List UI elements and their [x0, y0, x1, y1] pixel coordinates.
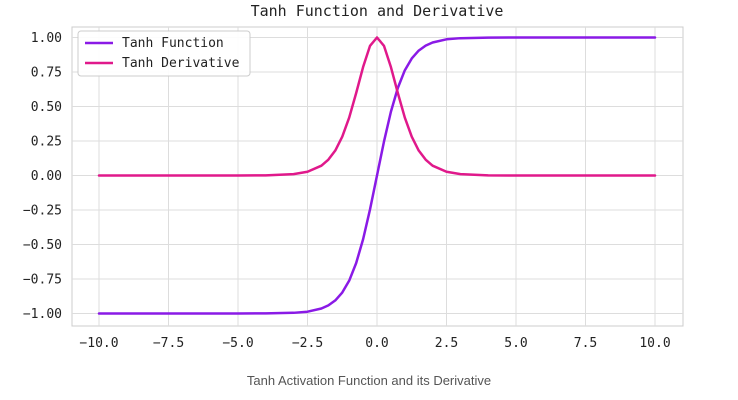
series-lines	[97, 36, 657, 315]
legend-label-derivative: Tanh Derivative	[122, 56, 240, 71]
x-tick-label: −7.5	[153, 336, 184, 351]
tanh-function-line	[97, 36, 657, 315]
y-tick-label: 0.25	[31, 135, 62, 150]
y-tick-label: −1.00	[23, 307, 62, 322]
y-tick-label: 1.00	[31, 31, 62, 46]
chart-title: Tanh Function and Derivative	[251, 2, 504, 20]
x-tick-label: 7.5	[574, 336, 597, 351]
x-tick-label: −10.0	[79, 336, 118, 351]
legend: Tanh Function Tanh Derivative	[77, 30, 251, 77]
x-tick-label: 10.0	[639, 336, 670, 351]
legend-box	[77, 30, 251, 77]
x-tick-label: 0.0	[365, 336, 388, 351]
x-axis-ticks: −10.0 −7.5 −5.0 −2.5 0.0 2.5 5.0 7.5 10.0	[79, 336, 670, 351]
x-tick-label: −2.5	[292, 336, 323, 351]
x-tick-label: 2.5	[435, 336, 458, 351]
x-tick-label: 5.0	[504, 336, 527, 351]
figure-caption: Tanh Activation Function and its Derivat…	[246, 373, 492, 388]
y-tick-label: 0.75	[31, 66, 62, 81]
y-tick-label: 0.00	[31, 169, 62, 184]
y-tick-label: 0.50	[31, 100, 62, 115]
y-tick-label: −0.25	[23, 204, 62, 219]
y-tick-label: −0.50	[23, 238, 62, 253]
y-tick-label: −0.75	[23, 273, 62, 288]
y-axis-ticks: 1.00 0.75 0.50 0.25 0.00 −0.25 −0.50 −0.75 −1.00	[23, 31, 62, 322]
x-tick-label: −5.0	[222, 336, 253, 351]
tanh-derivative-line	[97, 36, 657, 177]
legend-label-tanh: Tanh Function	[122, 36, 224, 51]
